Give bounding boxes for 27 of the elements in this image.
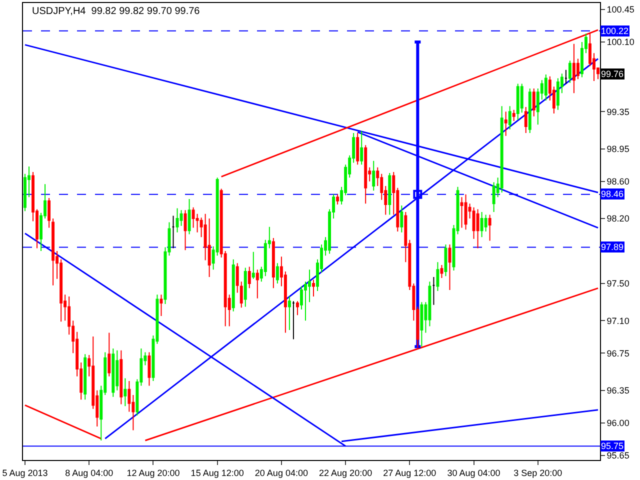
y-tick-label: 98.20 — [606, 214, 630, 224]
x-tick-label: 27 Aug 12:00 — [383, 468, 436, 478]
x-tick-label: 5 Aug 2013 — [2, 468, 48, 478]
y-tick-label: 97.10 — [606, 316, 630, 326]
annotation: 99.76 — [601, 69, 624, 79]
y-tick-label: 98.95 — [606, 144, 630, 154]
x-tick-label: 8 Aug 04:00 — [65, 468, 114, 478]
ref-line-label: 98.46 — [601, 189, 624, 199]
y-tick-label: 100.45 — [606, 4, 634, 15]
x-tick-label: 3 Sep 20:00 — [514, 468, 562, 478]
x-tick-label: 20 Aug 04:00 — [254, 468, 308, 478]
x-tick-label: 22 Aug 20:00 — [319, 468, 372, 478]
ref-line-label: 95.75 — [601, 441, 624, 451]
chart-title: USDJPY,H4 99.82 99.82 99.70 99.76 — [32, 6, 200, 18]
x-tick-label: 12 Aug 20:00 — [126, 468, 180, 478]
y-tick-label: 98.60 — [606, 176, 630, 186]
y-tick-label: 96.75 — [606, 348, 630, 358]
ref-line-label: 97.89 — [601, 242, 624, 252]
y-tick-label: 96.35 — [606, 385, 630, 396]
x-tick-label: 30 Aug 04:00 — [447, 468, 500, 478]
y-tick-label: 95.65 — [606, 450, 630, 461]
y-tick-label: 96.00 — [606, 418, 630, 428]
y-tick-label: 97.50 — [606, 278, 630, 289]
ref-line-label: 100.22 — [601, 26, 629, 36]
x-tick-label: 15 Aug 12:00 — [190, 468, 244, 478]
y-tick-label: 100.10 — [606, 37, 634, 48]
y-tick-label: 99.35 — [606, 106, 630, 117]
